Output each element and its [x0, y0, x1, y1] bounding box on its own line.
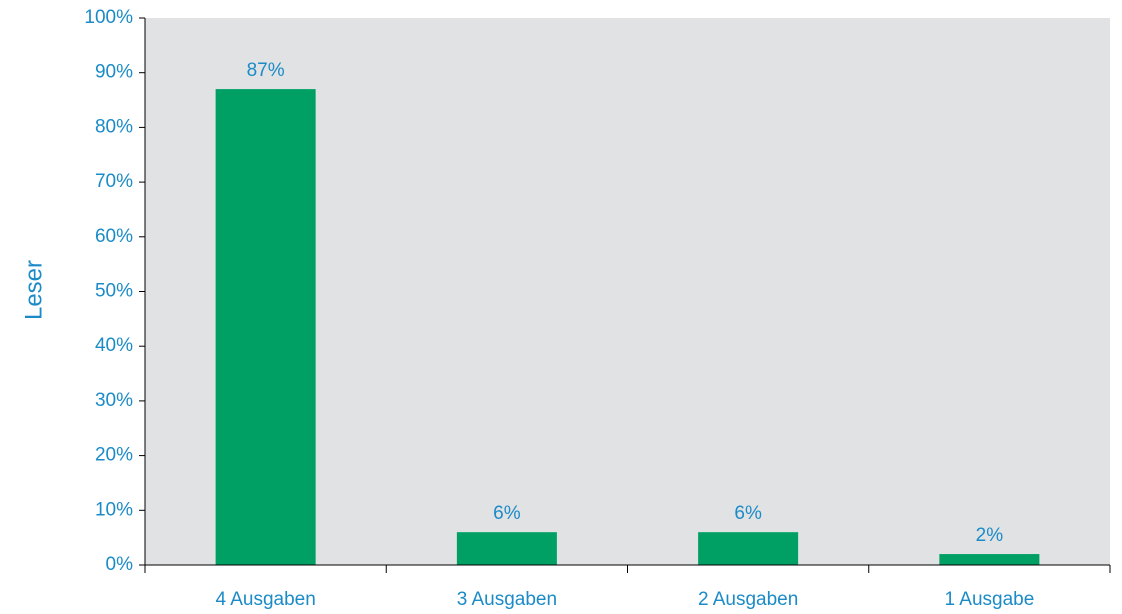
y-tick-label: 10%: [95, 499, 133, 520]
y-tick-label: 90%: [95, 62, 133, 83]
value-label: 6%: [734, 503, 762, 524]
y-tick-label: 100%: [84, 7, 133, 28]
y-tick-label: 20%: [95, 445, 133, 466]
y-axis-label: Leser: [20, 260, 47, 320]
value-label: 6%: [493, 503, 521, 524]
bar: [215, 89, 316, 566]
bar: [698, 532, 799, 565]
value-label: 2%: [976, 525, 1004, 546]
value-label: 87%: [247, 60, 285, 81]
x-tick-label: 1 Ausgabe: [944, 589, 1034, 610]
y-tick-label: 80%: [95, 116, 133, 137]
y-tick-label: 40%: [95, 335, 133, 356]
y-tick-label: 70%: [95, 171, 133, 192]
x-tick-label: 2 Ausgaben: [698, 589, 798, 610]
y-tick-label: 50%: [95, 281, 133, 302]
x-tick-label: 3 Ausgaben: [457, 589, 557, 610]
y-tick-label: 60%: [95, 226, 133, 247]
bar: [939, 554, 1040, 565]
bar: [456, 532, 557, 565]
y-tick-label: 0%: [106, 554, 134, 575]
y-tick-label: 30%: [95, 390, 133, 411]
x-tick-label: 4 Ausgaben: [215, 589, 315, 610]
